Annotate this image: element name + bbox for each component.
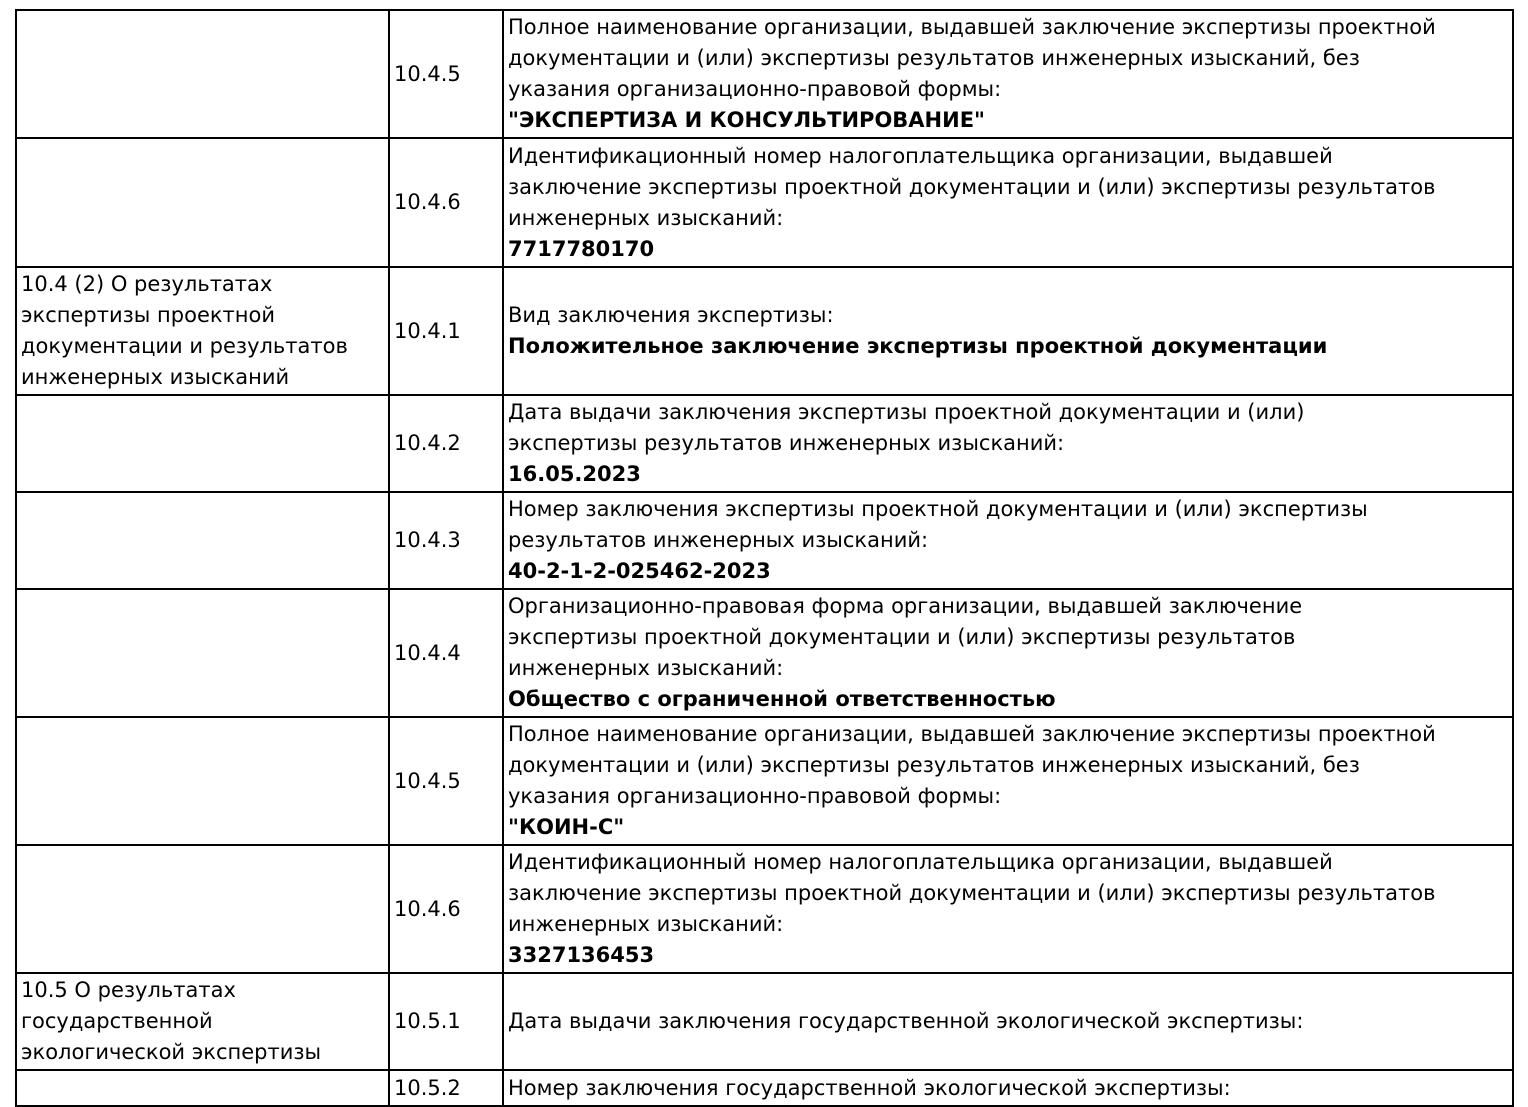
table-row: 10.5 О результатах государственной эколо… — [15, 972, 1514, 1071]
project-declaration-table: 10.4.5 Полное наименование организации, … — [15, 9, 1514, 1107]
section-cell: 10.4 (2) О результатах экспертизы проект… — [15, 266, 390, 396]
content-cell: Полное наименование организации, выдавше… — [502, 716, 1514, 846]
code-cell: 10.4.5 — [388, 716, 504, 846]
code-cell: 10.5.1 — [388, 972, 504, 1071]
table-row: 10.4.2 Дата выдачи заключения экспертизы… — [15, 394, 1514, 493]
code-cell: 10.4.6 — [388, 844, 504, 974]
code-cell: 10.4.6 — [388, 137, 504, 268]
code-cell: 10.4.5 — [388, 9, 504, 139]
field-label: Идентификационный номер налогоплательщик… — [508, 143, 1436, 230]
content-cell: Дата выдачи заключения государственной э… — [502, 972, 1514, 1071]
field-label: Идентификационный номер налогоплательщик… — [508, 850, 1436, 936]
content-cell: Вид заключения экспертизы: Положительное… — [502, 266, 1514, 396]
content-cell: Дата выдачи заключения экспертизы проект… — [502, 394, 1514, 493]
table-row: 10.4.4 Организационно-правовая форма орг… — [15, 588, 1514, 718]
section-cell — [15, 1069, 390, 1107]
field-label: Номер заключения государственной экологи… — [508, 1075, 1231, 1100]
section-cell — [15, 394, 390, 493]
content-cell: Организационно-правовая форма организаци… — [502, 588, 1514, 718]
item-code: 10.4.5 — [394, 61, 461, 86]
code-cell: 10.5.2 — [388, 1069, 504, 1107]
table-row: 10.4.5 Полное наименование организации, … — [15, 716, 1514, 846]
code-cell: 10.4.2 — [388, 394, 504, 493]
field-value: 16.05.2023 — [508, 462, 641, 486]
section-cell — [15, 716, 390, 846]
item-code: 10.4.6 — [394, 190, 461, 214]
field-label: Полное наименование организации, выдавше… — [508, 15, 1436, 101]
item-code: 10.4.4 — [394, 640, 461, 665]
field-label: Вид заключения экспертизы: — [508, 303, 834, 327]
content-cell: Идентификационный номер налогоплательщик… — [502, 844, 1514, 974]
code-cell: 10.4.4 — [388, 588, 504, 718]
section-cell: 10.5 О результатах государственной эколо… — [15, 972, 390, 1071]
field-label: Полное наименование организации, выдавше… — [508, 722, 1436, 808]
field-value: "ЭКСПЕРТИЗА И КОНСУЛЬТИРОВАНИЕ" — [508, 108, 985, 132]
table-row: 10.4.5 Полное наименование организации, … — [15, 9, 1514, 139]
section-cell — [15, 588, 390, 718]
table-row: 10.4.6 Идентификационный номер налогопла… — [15, 844, 1514, 974]
section-cell — [15, 491, 390, 590]
item-code: 10.4.6 — [394, 896, 461, 921]
item-code: 10.4.1 — [394, 318, 461, 343]
content-cell: Номер заключения государственной экологи… — [502, 1069, 1514, 1107]
item-code: 10.4.5 — [394, 768, 461, 793]
item-code: 10.5.2 — [394, 1075, 461, 1100]
section-label: 10.4 (2) О результатах экспертизы проект… — [21, 272, 348, 389]
content-cell: Идентификационный номер налогоплательщик… — [502, 137, 1514, 268]
table-body: 10.4.5 Полное наименование организации, … — [15, 9, 1514, 1107]
field-value: Общество с ограниченной ответственностью — [508, 687, 1056, 711]
content-cell: Полное наименование организации, выдавше… — [502, 9, 1514, 139]
document-page: 10.4.5 Полное наименование организации, … — [15, 9, 1514, 1107]
table-row: 10.4.3 Номер заключения экспертизы проек… — [15, 491, 1514, 590]
field-label: Дата выдачи заключения экспертизы проект… — [508, 400, 1305, 455]
field-label: Дата выдачи заключения государственной э… — [508, 1009, 1304, 1033]
table-row: 10.4.6 Идентификационный номер налогопла… — [15, 137, 1514, 268]
content-cell: Номер заключения экспертизы проектной до… — [502, 491, 1514, 590]
section-cell — [15, 844, 390, 974]
code-cell: 10.4.1 — [388, 266, 504, 396]
section-cell — [15, 137, 390, 268]
field-value: 3327136453 — [508, 943, 655, 967]
section-label: 10.5 О результатах государственной эколо… — [21, 978, 322, 1064]
item-code: 10.4.2 — [394, 431, 461, 455]
field-label: Номер заключения экспертизы проектной до… — [508, 497, 1368, 552]
field-value: "КОИН-С" — [508, 815, 625, 839]
item-code: 10.5.1 — [394, 1009, 461, 1033]
code-cell: 10.4.3 — [388, 491, 504, 590]
field-value: 40-2-1-2-025462-2023 — [508, 559, 771, 583]
table-row: 10.5.2 Номер заключения государственной … — [15, 1069, 1514, 1107]
table-row: 10.4 (2) О результатах экспертизы проект… — [15, 266, 1514, 396]
field-value: Положительное заключение экспертизы прое… — [508, 334, 1328, 358]
field-label: Организационно-правовая форма организаци… — [508, 594, 1303, 680]
field-value: 7717780170 — [508, 236, 655, 261]
item-code: 10.4.3 — [394, 528, 461, 552]
section-cell — [15, 9, 390, 139]
